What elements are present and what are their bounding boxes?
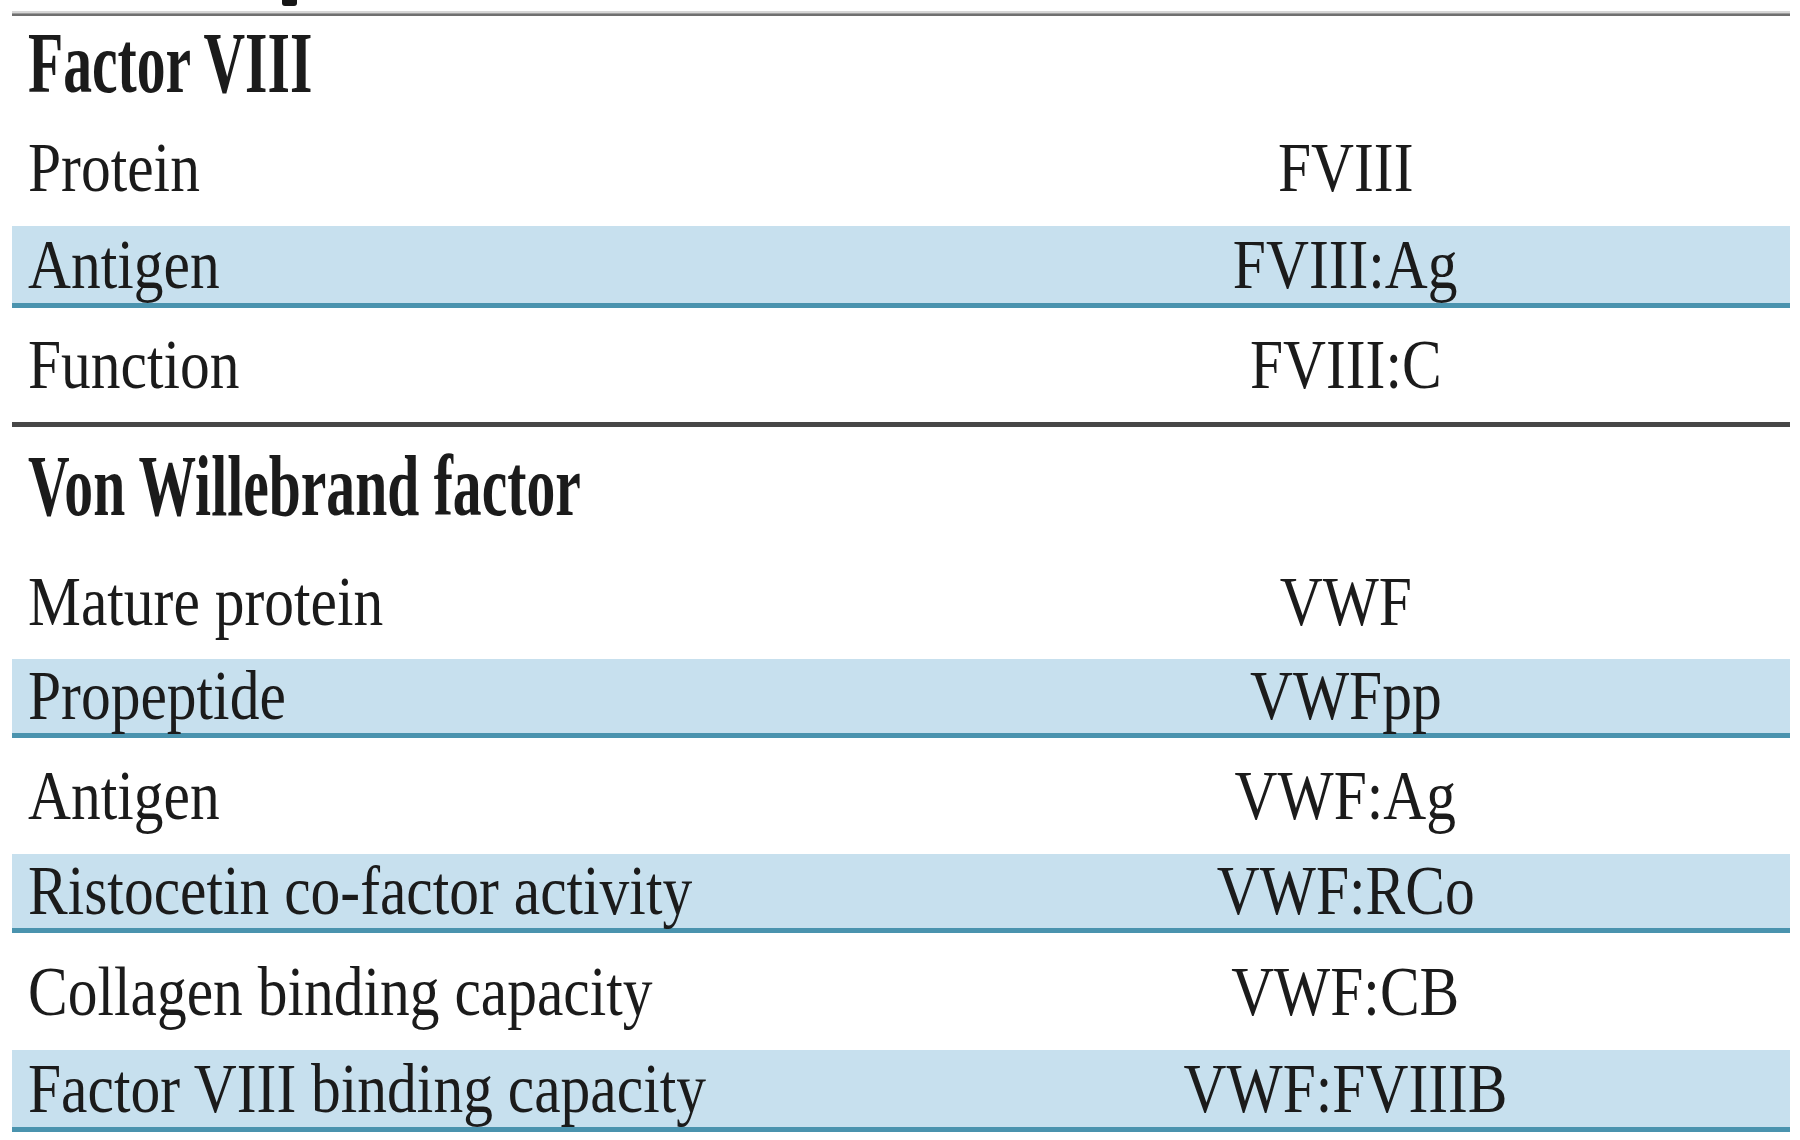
row-abbreviation: VWF xyxy=(901,567,1790,637)
table-content: Factor VIII Protein FVIII Antigen FVIII:… xyxy=(12,0,1790,1132)
row-label: Protein xyxy=(12,133,901,203)
table-row: Antigen VWF:Ag xyxy=(12,738,1790,854)
table-row: Mature protein VWF xyxy=(12,545,1790,659)
row-label: Collagen binding capacity xyxy=(12,957,901,1027)
row-label: Antigen xyxy=(12,230,901,300)
row-abbreviation: VWF:Ag xyxy=(901,761,1790,831)
table-row: Protein FVIII xyxy=(12,110,1790,226)
top-spacer xyxy=(12,0,1790,11)
table-row: Collagen binding capacity VWF:CB xyxy=(12,933,1790,1050)
row-abbreviation: FVIII xyxy=(901,133,1790,203)
row-label: Ristocetin co-factor activity xyxy=(12,856,901,926)
table-row: Function FVIII:C xyxy=(12,308,1790,422)
section-heading-factor-viii: Factor VIII xyxy=(12,16,1790,110)
row-abbreviation: VWFpp xyxy=(901,661,1790,731)
table-row: Antigen FVIII:Ag xyxy=(12,226,1790,308)
row-label: Mature protein xyxy=(12,567,901,637)
section-heading-von-willebrand-factor: Von Willebrand factor xyxy=(12,427,1790,545)
row-label: Propeptide xyxy=(12,661,901,731)
row-label: Antigen xyxy=(12,761,901,831)
section-heading-text: Factor VIII xyxy=(28,20,312,106)
section-heading-text: Von Willebrand factor xyxy=(28,443,581,529)
row-label: Factor VIII binding capacity xyxy=(12,1054,901,1124)
row-abbreviation: FVIII:Ag xyxy=(901,230,1790,300)
row-label: Function xyxy=(12,330,901,400)
table-figure: Factor VIII Protein FVIII Antigen FVIII:… xyxy=(0,0,1800,1140)
table-row: Propeptide VWFpp xyxy=(12,659,1790,738)
row-abbreviation: VWF:CB xyxy=(901,957,1790,1027)
table-row: Ristocetin co-factor activity VWF:RCo xyxy=(12,854,1790,933)
row-abbreviation: VWF:FVIIIB xyxy=(901,1054,1790,1124)
row-abbreviation: VWF:RCo xyxy=(901,856,1790,926)
row-abbreviation: FVIII:C xyxy=(901,330,1790,400)
table-row: Factor VIII binding capacity VWF:FVIIIB xyxy=(12,1050,1790,1132)
